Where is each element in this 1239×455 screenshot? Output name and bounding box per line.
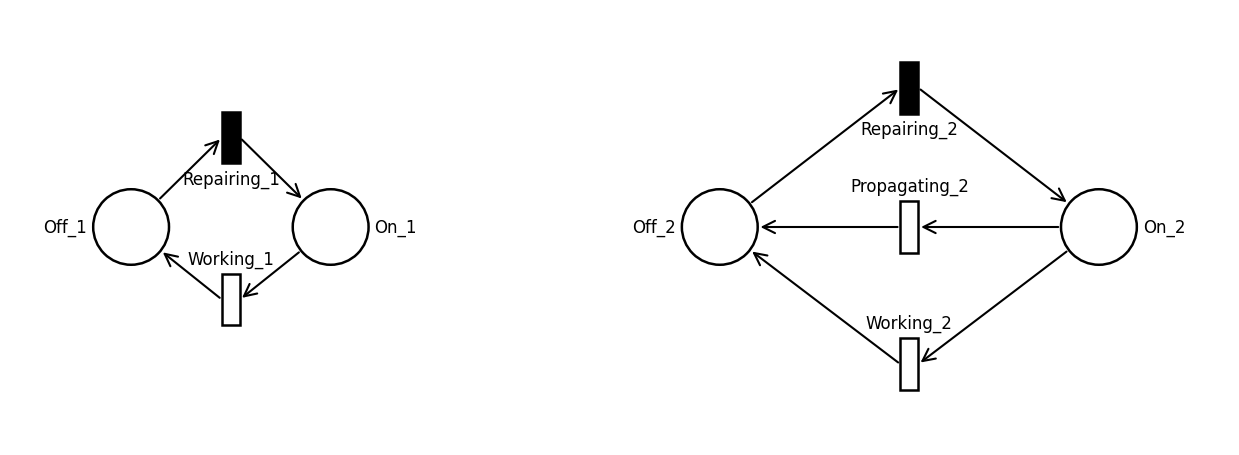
Text: Off_2: Off_2 [632, 218, 675, 237]
Text: On_2: On_2 [1142, 218, 1186, 237]
Text: Working_1: Working_1 [187, 250, 274, 268]
Text: Working_2: Working_2 [866, 314, 953, 333]
Bar [901, 339, 918, 390]
Bar [222, 274, 240, 326]
Text: On_1: On_1 [374, 218, 418, 237]
Bar [901, 63, 918, 115]
Text: Propagating_2: Propagating_2 [850, 177, 969, 196]
Text: Off_1: Off_1 [43, 218, 87, 237]
Text: Repairing_1: Repairing_1 [182, 170, 280, 188]
Bar [222, 112, 240, 164]
Bar [901, 202, 918, 253]
Text: Repairing_2: Repairing_2 [860, 121, 958, 139]
